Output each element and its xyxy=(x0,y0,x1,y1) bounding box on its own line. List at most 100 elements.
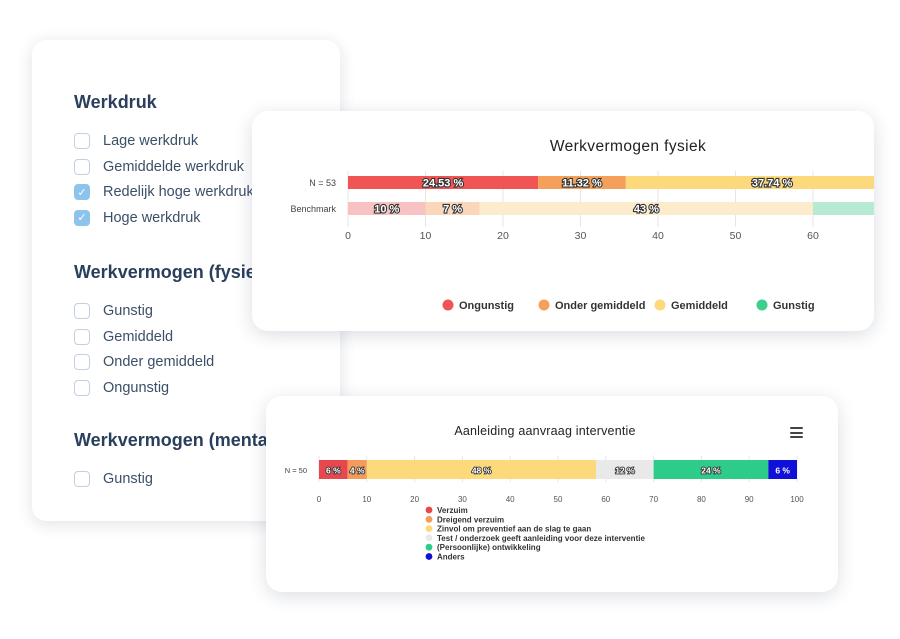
checkbox[interactable]: ✓ xyxy=(74,471,90,487)
legend-item: Gemiddeld xyxy=(654,299,728,312)
filter-option[interactable]: ✓ Hoge werkdruk xyxy=(74,208,201,228)
filter-section-title: Werkvermogen (fysiek) xyxy=(74,262,272,282)
legend-label: Ongunstig xyxy=(459,300,514,312)
filter-option-label: Hoge werkdruk xyxy=(103,209,201,226)
data-label: 43 % xyxy=(634,204,659,216)
legend-label: Anders xyxy=(437,553,465,562)
data-label: 6 % xyxy=(775,466,790,476)
data-label: 24 % xyxy=(701,466,721,476)
filter-option[interactable]: ✓ Lage werkdruk xyxy=(74,131,198,151)
x-tick-label: 10 xyxy=(420,230,432,242)
legend-label: (Persoonlijke) ontwikkeling xyxy=(437,543,541,552)
x-tick-label: 60 xyxy=(601,495,610,504)
checkbox[interactable]: ✓ xyxy=(74,354,90,370)
bar-segment xyxy=(366,460,597,479)
legend-marker xyxy=(425,525,433,532)
x-tick-label: 40 xyxy=(652,230,664,242)
legend-item: Zinvol om preventief aan de slag te gaan xyxy=(425,525,591,534)
legend-label: Test / onderzoek geeft aanleiding voor d… xyxy=(437,534,645,543)
legend-marker xyxy=(538,299,550,311)
x-tick-label: 30 xyxy=(575,230,587,242)
legend-marker xyxy=(425,543,433,551)
x-tick-label: 60 xyxy=(807,230,819,242)
x-tick-label: 20 xyxy=(410,495,419,504)
x-tick-label: 80 xyxy=(697,495,706,504)
chart-title: Aanleiding aanvraag interventie xyxy=(454,424,635,438)
bar-segment xyxy=(425,202,480,215)
bar-segment xyxy=(813,202,874,215)
bar-segment xyxy=(596,460,654,479)
filter-option[interactable]: ✓ Onder gemiddeld xyxy=(74,352,214,372)
filter-section-title: Werkvermogen (mentaal) xyxy=(74,430,289,450)
bar-segment xyxy=(319,460,348,479)
bar-segment xyxy=(538,176,626,189)
bar-segment xyxy=(768,460,797,479)
checkbox[interactable]: ✓ xyxy=(74,158,90,175)
legend-label: Zinvol om preventief aan de slag te gaan xyxy=(437,525,591,534)
chart-title: Werkvermogen fysiek xyxy=(550,138,706,155)
filter-option-label: Ongunstig xyxy=(103,379,170,396)
x-tick-label: 40 xyxy=(506,495,515,504)
category-label: Benchmark xyxy=(290,204,336,214)
x-tick-label: 10 xyxy=(362,495,371,504)
legend-label: Dreigend verzuim xyxy=(437,515,504,524)
legend-label: Gunstig xyxy=(773,300,815,312)
data-label: 4 % xyxy=(350,466,365,476)
x-tick-label: 20 xyxy=(497,230,509,242)
x-tick-label: 0 xyxy=(317,495,322,504)
filter-option-label: Gemiddelde werkdruk xyxy=(103,158,245,175)
data-label: 6 % xyxy=(326,466,341,476)
legend-item: Onder gemiddeld xyxy=(538,299,645,312)
data-label: 10 % xyxy=(374,204,399,216)
filter-option[interactable]: ✓ Gunstig xyxy=(74,301,153,321)
legend-item: Anders xyxy=(425,553,465,562)
bar-segment xyxy=(348,202,426,215)
checkbox[interactable]: ✓ xyxy=(74,133,90,149)
legend-label: Onder gemiddeld xyxy=(555,300,645,312)
checkbox[interactable]: ✓ xyxy=(74,303,90,319)
legend-item: Gunstig xyxy=(756,299,815,312)
legend-item: Test / onderzoek geeft aanleiding voor d… xyxy=(425,534,645,543)
filter-option[interactable]: ✓ Redelijk hoge werkdruk xyxy=(74,182,254,202)
data-label: 37.74 % xyxy=(752,178,793,190)
x-tick-label: 30 xyxy=(458,495,467,504)
bar-segment xyxy=(479,202,813,215)
bars-group: 24.53 %11.32 %37.74 %10 %7 %43 %40 % xyxy=(348,176,874,217)
checkbox[interactable]: ✓ xyxy=(74,379,90,396)
category-label: N = 53 xyxy=(309,178,336,188)
aanleiding-interventie-chart: Aanleiding aanvraag interventie 6 % 4 % 48 … xyxy=(285,424,805,562)
werkvermogen-fysiek-chart: Werkvermogen fysiek 24.53 % 11.32 % 37.74 %… xyxy=(290,138,874,312)
legend-marker xyxy=(756,299,768,311)
filter-option[interactable]: ✓ Gemiddelde werkdruk xyxy=(74,157,244,177)
legend-item: Ongunstig xyxy=(442,299,514,312)
checkbox-checked[interactable]: ✓ xyxy=(74,209,90,226)
legend-marker xyxy=(442,299,454,311)
x-tick-label: 100 xyxy=(790,495,804,504)
bars-group: 6 % 4 % 48 % 12 % 24 % 6 % xyxy=(319,460,797,479)
filter-option-label: Lage werkdruk xyxy=(103,133,199,149)
legend-marker xyxy=(654,299,666,311)
data-label: 48 % xyxy=(472,466,492,476)
filter-option[interactable]: ✓ Gunstig xyxy=(74,469,153,489)
checkbox-checked[interactable]: ✓ xyxy=(74,184,90,200)
filter-option-label: Onder gemiddeld xyxy=(103,354,215,370)
legend-marker xyxy=(425,553,433,560)
data-label: 12 % xyxy=(615,466,635,476)
checkbox[interactable]: ✓ xyxy=(74,328,90,345)
filter-option[interactable]: ✓ Gemiddeld xyxy=(74,327,173,347)
data-label: 11.32 % xyxy=(562,178,602,190)
legend-item: (Persoonlijke) ontwikkeling xyxy=(425,543,541,552)
hamburger-menu-icon[interactable] xyxy=(790,427,803,438)
check-icon: ✓ xyxy=(77,185,87,199)
filter-option-label: Gunstig xyxy=(103,471,153,487)
filter-option[interactable]: ✓ Ongunstig xyxy=(74,378,169,398)
check-icon: ✓ xyxy=(77,211,87,224)
bar-segment xyxy=(625,176,874,189)
legend-label: Gemiddeld xyxy=(671,300,728,312)
x-tick-label: 0 xyxy=(345,230,351,242)
legend-marker xyxy=(425,534,433,542)
bar-segment xyxy=(347,460,367,479)
chart-card-aanleiding-interventie: Aanleiding aanvraag interventie 6 % 4 % 48 … xyxy=(266,396,838,592)
x-tick-label: 50 xyxy=(554,495,563,504)
filter-option-label: Redelijk hoge werkdruk xyxy=(103,184,254,200)
